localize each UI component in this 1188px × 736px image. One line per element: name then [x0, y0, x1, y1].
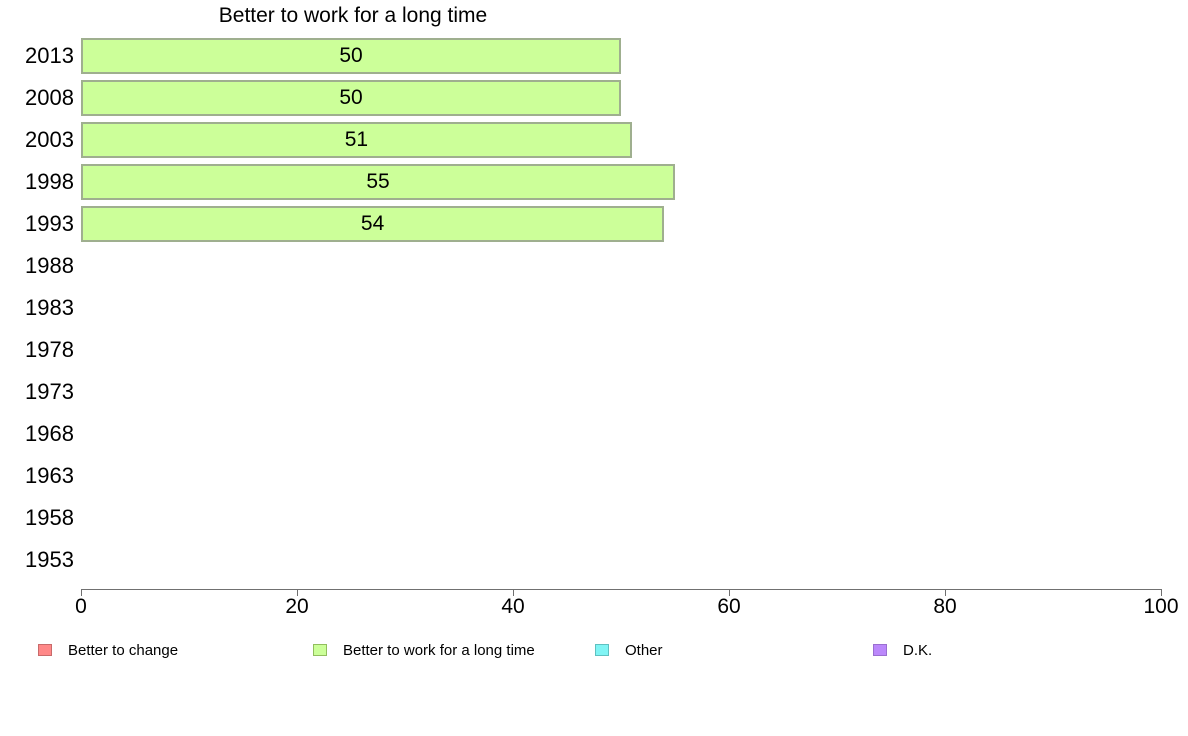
y-axis-label-1968: 1968 [25, 421, 74, 446]
bar-value-label: 50 [339, 86, 363, 109]
chart-title: Better to work for a long time [218, 4, 488, 27]
y-axis-label-1998: 1998 [25, 169, 74, 194]
bar-value-label: 55 [366, 170, 390, 193]
x-tick-mark-0 [81, 589, 82, 596]
x-tick-label-0: 0 [75, 595, 87, 618]
legend-item-0[interactable]: Better to change [38, 641, 179, 659]
x-tick-label-100: 100 [1143, 595, 1179, 618]
x-tick-mark-80 [945, 589, 946, 596]
legend-swatch-icon [313, 644, 327, 656]
y-axis-label-1988: 1988 [25, 253, 74, 278]
y-axis-label-1973: 1973 [25, 379, 74, 404]
y-axis-label-1953: 1953 [25, 547, 74, 572]
y-axis-label-1983: 1983 [25, 295, 74, 320]
x-tick-mark-40 [513, 589, 514, 596]
bar-1998[interactable]: 55 [81, 164, 675, 200]
bar-1993[interactable]: 54 [81, 206, 665, 242]
legend-item-2[interactable]: Other [595, 641, 663, 659]
x-tick-mark-60 [729, 589, 730, 596]
x-tick-label-80: 80 [933, 595, 957, 618]
y-axis-label-1958: 1958 [25, 505, 74, 530]
legend-label: D.K. [903, 641, 933, 659]
x-tick-label-40: 40 [501, 595, 525, 618]
x-tick-mark-20 [297, 589, 298, 596]
x-tick-label-60: 60 [717, 595, 741, 618]
bar-2008[interactable]: 50 [81, 80, 621, 116]
legend-swatch-icon [38, 644, 52, 656]
bar-value-label: 50 [339, 44, 363, 67]
y-axis-label-1993: 1993 [25, 211, 74, 236]
legend-label: Better to work for a long time [343, 641, 535, 659]
legend-swatch-icon [595, 644, 609, 656]
bar-value-label: 54 [360, 212, 385, 235]
bar-2013[interactable]: 50 [81, 38, 621, 74]
x-tick-label-20: 20 [285, 595, 309, 618]
y-axis-label-2013: 2013 [25, 43, 74, 68]
legend-label: Other [625, 641, 663, 659]
y-axis-label-2003: 2003 [25, 127, 74, 152]
legend-label: Better to change [68, 641, 179, 659]
x-axis-line [81, 589, 1161, 590]
y-axis-label-1963: 1963 [25, 463, 74, 488]
y-axis-label-2008: 2008 [25, 85, 74, 110]
bar-2003[interactable]: 51 [81, 122, 632, 158]
bar-value-label: 51 [344, 128, 369, 151]
legend-swatch-icon [873, 644, 887, 656]
legend-item-3[interactable]: D.K. [873, 641, 933, 659]
y-axis-label-1978: 1978 [25, 337, 74, 362]
x-tick-mark-100 [1161, 589, 1162, 596]
legend-item-1[interactable]: Better to work for a long time [313, 641, 535, 659]
